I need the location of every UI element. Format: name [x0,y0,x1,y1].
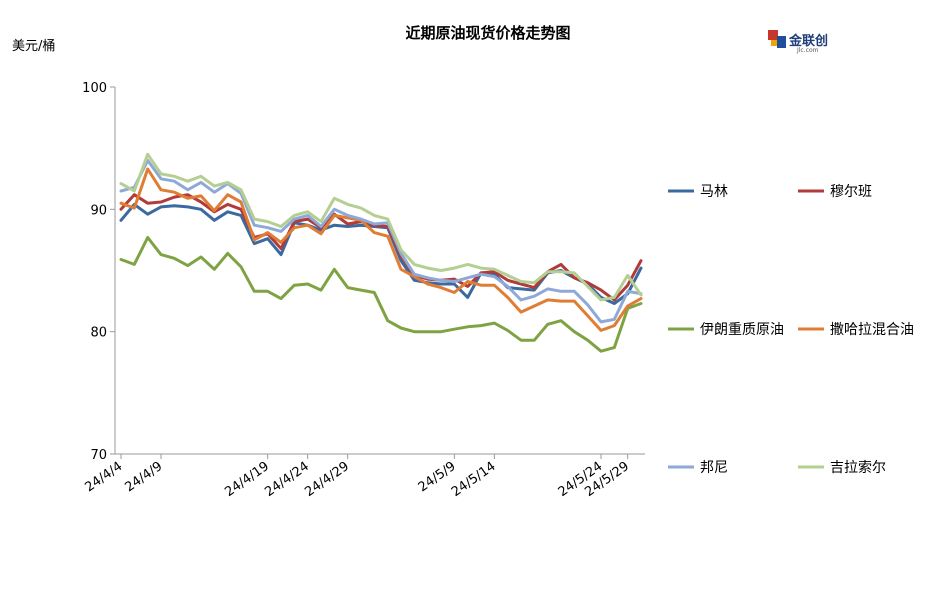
y-tick-label: 100 [82,81,107,96]
logo-mark [768,30,778,40]
x-tick-label: 24/4/24 [262,459,312,500]
logo-subtext: Jlc.com [796,47,819,54]
series-line [119,202,643,305]
series-lines [119,152,643,353]
legend-label: 吉拉索尔 [830,459,886,476]
logo-text: 金联创 [788,33,828,49]
logo-mark [771,40,777,46]
series-line [119,193,643,302]
legend-label: 邦尼 [700,460,728,476]
y-tick-label: 90 [90,203,107,218]
x-tick-label: 24/4/19 [222,459,272,500]
chart-title: 近期原油现货价格走势图 [405,24,570,42]
y-tick-label: 80 [90,326,107,341]
x-tick-label: 24/4/29 [302,459,352,500]
legend-label: 伊朗重质原油 [700,322,784,338]
series-line [119,158,643,324]
y-axis-unit: 美元/桶 [12,39,55,54]
legend-label: 撒哈拉混合油 [830,322,914,338]
series-line [119,236,643,353]
x-tick-label: 24/4/9 [122,459,165,495]
axes [114,87,645,455]
y-axis-ticks: 70 80 90 100 [82,81,115,463]
series-line [119,167,643,332]
x-tick-label: 24/5/14 [449,459,499,500]
x-tick-label: 24/4/4 [82,459,125,495]
legend-label: 穆尔班 [830,184,872,200]
logo: 金联创 Jlc.com [768,30,828,54]
y-tick-label: 70 [90,448,107,463]
logo-mark [777,36,786,48]
series-line [119,152,643,302]
legend-label: 马林 [700,184,728,200]
